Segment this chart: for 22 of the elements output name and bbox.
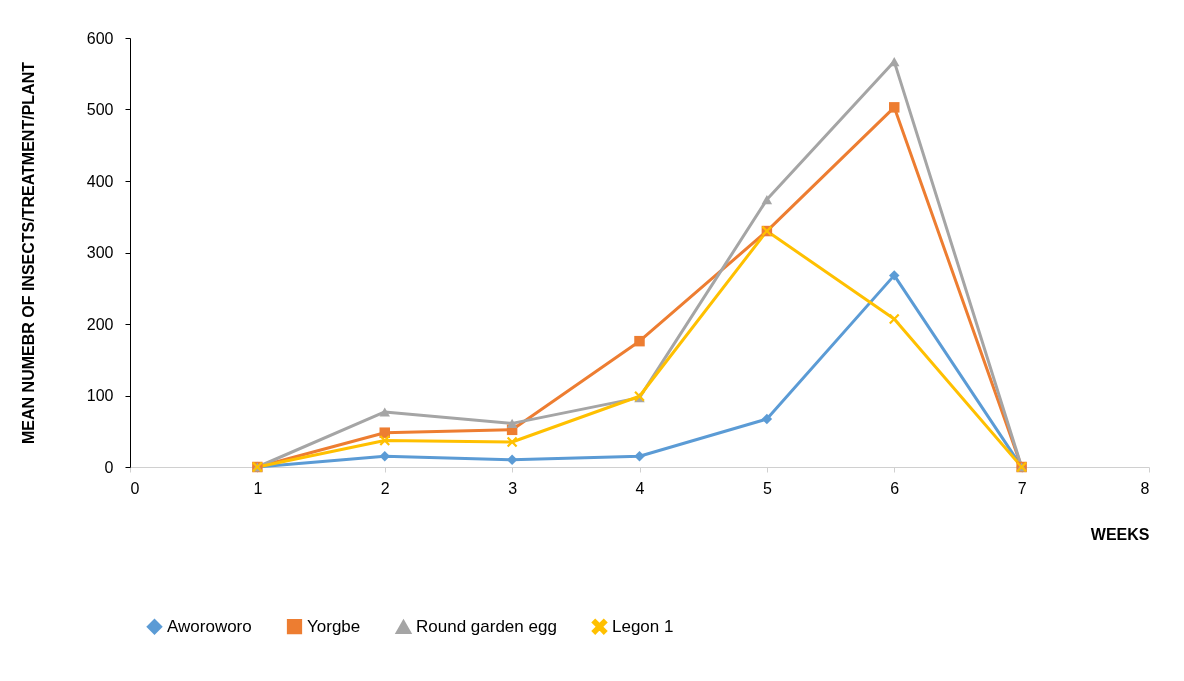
x-axis-title: WEEKS (1090, 525, 1150, 543)
x-tick-label: 3 (508, 479, 518, 497)
x-tick-label: 2 (380, 479, 390, 497)
legend-label: Legon 1 (612, 616, 674, 636)
y-axis-title: MEAN NUMEBR OF INSECTS/TREATMENT/PLANT (19, 61, 37, 444)
y-tick-label: 300 (86, 244, 114, 261)
x-tick-label: 0 (130, 479, 140, 497)
x-tick-label: 5 (762, 479, 772, 497)
legend-label: Aworoworo (167, 616, 252, 636)
x-tick-label: 4 (635, 479, 645, 497)
y-tick-label: 400 (86, 172, 114, 190)
y-tick-label: 0 (104, 458, 114, 476)
x-tick-label: 8 (1140, 479, 1150, 497)
y-tick-label: 500 (86, 101, 114, 118)
legend-label: Round garden egg (416, 617, 557, 637)
x-tick-label: 7 (1017, 479, 1027, 497)
legend-label: Yorgbe (307, 616, 361, 636)
x-tick-label: 6 (890, 479, 900, 497)
x-tick-label: 1 (253, 479, 263, 497)
y-tick-label: 600 (86, 29, 114, 47)
y-tick-label: 100 (86, 387, 114, 404)
y-tick-label: 200 (86, 315, 114, 333)
